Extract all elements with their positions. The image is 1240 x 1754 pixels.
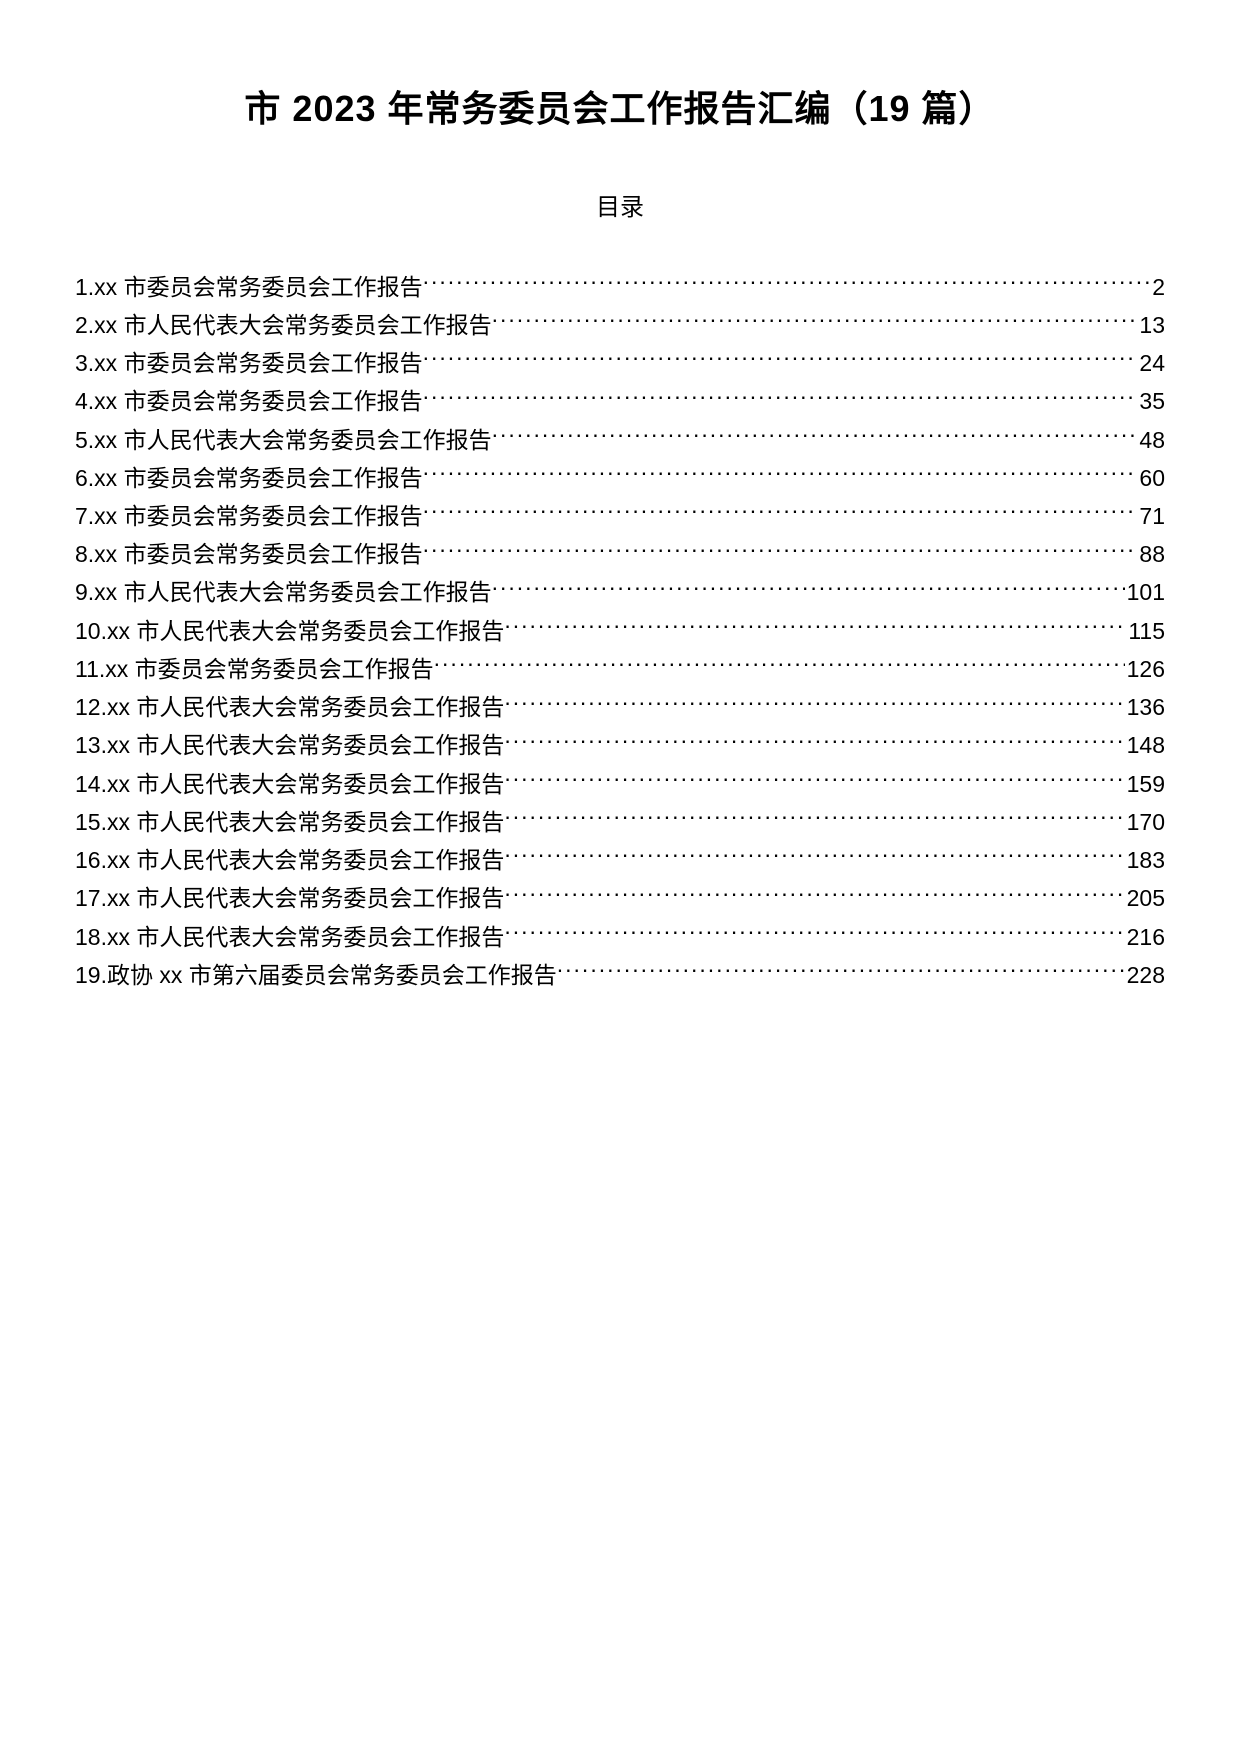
toc-entry-page: 101 [1125, 575, 1165, 611]
toc-entry-label: 9.xx 市人民代表大会常务委员会工作报告 [75, 575, 492, 611]
toc-entry-label: 8.xx 市委员会常务委员会工作报告 [75, 537, 423, 573]
toc-entry[interactable]: 7.xx 市委员会常务委员会工作报告 71 [75, 496, 1165, 534]
toc-entry[interactable]: 4.xx 市委员会常务委员会工作报告 35 [75, 382, 1165, 420]
toc-leader-dots [423, 382, 1138, 410]
toc-entry[interactable]: 5.xx 市人民代表大会常务委员会工作报告 48 [75, 420, 1165, 458]
toc-leader-dots [557, 955, 1125, 983]
toc-leader-dots [504, 879, 1124, 907]
toc-entry[interactable]: 11.xx 市委员会常务委员会工作报告 126 [75, 649, 1165, 687]
toc-entry-label: 16.xx 市人民代表大会常务委员会工作报告 [75, 843, 504, 879]
toc-leader-dots [423, 535, 1138, 563]
toc-leader-dots [492, 573, 1125, 601]
toc-leader-dots [423, 496, 1138, 524]
toc-entry-page: 115 [1126, 614, 1165, 650]
toc-entry-label: 18.xx 市人民代表大会常务委员会工作报告 [75, 920, 504, 956]
toc-entry[interactable]: 19.政协 xx 市第六届委员会常务委员会工作报告 228 [75, 955, 1165, 993]
toc-entry[interactable]: 17.xx 市人民代表大会常务委员会工作报告 205 [75, 879, 1165, 917]
toc-entry[interactable]: 9.xx 市人民代表大会常务委员会工作报告 101 [75, 573, 1165, 611]
toc-entry-page: 88 [1137, 537, 1165, 573]
toc-entry-page: 2 [1150, 270, 1165, 306]
toc-entry-page: 71 [1137, 499, 1165, 535]
toc-leader-dots [504, 917, 1124, 945]
toc-leader-dots [504, 611, 1126, 639]
toc-entry-label: 5.xx 市人民代表大会常务委员会工作报告 [75, 423, 492, 459]
toc-entry[interactable]: 18.xx 市人民代表大会常务委员会工作报告 216 [75, 917, 1165, 955]
toc-entry[interactable]: 3.xx 市委员会常务委员会工作报告 24 [75, 343, 1165, 381]
toc-entry-page: 148 [1125, 728, 1165, 764]
toc-entry-page: 48 [1137, 423, 1165, 459]
toc-leader-dots [423, 267, 1151, 295]
toc-entry-page: 159 [1125, 767, 1165, 803]
toc-entry-label: 4.xx 市委员会常务委员会工作报告 [75, 384, 423, 420]
toc-entry-label: 2.xx 市人民代表大会常务委员会工作报告 [75, 308, 492, 344]
toc-entry-label: 1.xx 市委员会常务委员会工作报告 [75, 270, 423, 306]
toc-leader-dots [423, 343, 1138, 371]
toc-entry[interactable]: 15.xx 市人民代表大会常务委员会工作报告 170 [75, 802, 1165, 840]
toc-entry-label: 3.xx 市委员会常务委员会工作报告 [75, 346, 423, 382]
document-title: 市 2023 年常务委员会工作报告汇编（19 篇） [75, 80, 1165, 132]
toc-leader-dots [504, 726, 1124, 754]
toc-leader-dots [492, 305, 1138, 333]
toc-entry-label: 10.xx 市人民代表大会常务委员会工作报告 [75, 614, 504, 650]
toc-entry-label: 14.xx 市人民代表大会常务委员会工作报告 [75, 767, 504, 803]
toc-entry-page: 216 [1125, 920, 1165, 956]
toc-entry-label: 19.政协 xx 市第六届委员会常务委员会工作报告 [75, 958, 557, 994]
toc-entry[interactable]: 16.xx 市人民代表大会常务委员会工作报告 183 [75, 841, 1165, 879]
toc-entry-page: 13 [1137, 308, 1165, 344]
toc-entry-label: 11.xx 市委员会常务委员会工作报告 [75, 652, 434, 688]
toc-leader-dots [492, 420, 1138, 448]
toc-entry-page: 170 [1125, 805, 1165, 841]
toc-entry-page: 228 [1125, 958, 1165, 994]
toc-entry[interactable]: 8.xx 市委员会常务委员会工作报告 88 [75, 535, 1165, 573]
toc-entry-page: 183 [1125, 843, 1165, 879]
toc-entry-page: 35 [1137, 384, 1165, 420]
toc-entry-page: 126 [1125, 652, 1165, 688]
toc-entry[interactable]: 14.xx 市人民代表大会常务委员会工作报告 159 [75, 764, 1165, 802]
toc-leader-dots [504, 688, 1124, 716]
toc-leader-dots [434, 649, 1125, 677]
toc-entry[interactable]: 1.xx 市委员会常务委员会工作报告 2 [75, 267, 1165, 305]
toc-leader-dots [504, 841, 1124, 869]
toc-entry[interactable]: 6.xx 市委员会常务委员会工作报告 60 [75, 458, 1165, 496]
toc-entry[interactable]: 10.xx 市人民代表大会常务委员会工作报告 115 [75, 611, 1165, 649]
toc-entry[interactable]: 2.xx 市人民代表大会常务委员会工作报告 13 [75, 305, 1165, 343]
toc-entry-label: 12.xx 市人民代表大会常务委员会工作报告 [75, 690, 504, 726]
toc-list: 1.xx 市委员会常务委员会工作报告22.xx 市人民代表大会常务委员会工作报告… [75, 267, 1165, 993]
toc-entry-page: 60 [1137, 461, 1165, 497]
toc-entry-label: 13.xx 市人民代表大会常务委员会工作报告 [75, 728, 504, 764]
toc-entry-page: 205 [1125, 881, 1165, 917]
toc-leader-dots [504, 802, 1124, 830]
toc-entry-page: 24 [1137, 346, 1165, 382]
toc-entry-label: 6.xx 市委员会常务委员会工作报告 [75, 461, 423, 497]
toc-entry-label: 15.xx 市人民代表大会常务委员会工作报告 [75, 805, 504, 841]
toc-heading: 目录 [75, 187, 1165, 222]
toc-entry-label: 17.xx 市人民代表大会常务委员会工作报告 [75, 881, 504, 917]
toc-entry[interactable]: 13.xx 市人民代表大会常务委员会工作报告 148 [75, 726, 1165, 764]
toc-leader-dots [423, 458, 1138, 486]
toc-entry[interactable]: 12.xx 市人民代表大会常务委员会工作报告 136 [75, 688, 1165, 726]
toc-entry-page: 136 [1125, 690, 1165, 726]
toc-entry-label: 7.xx 市委员会常务委员会工作报告 [75, 499, 423, 535]
toc-leader-dots [504, 764, 1124, 792]
